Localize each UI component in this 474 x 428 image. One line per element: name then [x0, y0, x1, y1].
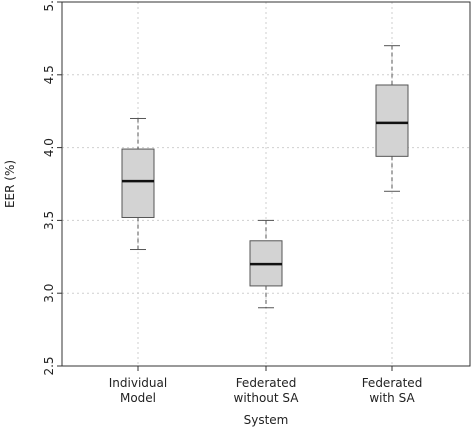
y-axis: 2.5 3.0 3.5 4.0 4.5 5.0 — [42, 0, 62, 376]
y-tick-label: 3.5 — [42, 211, 56, 230]
x-tick-label: Federated — [362, 376, 423, 390]
y-tick-label: 5.0 — [42, 0, 56, 12]
boxes — [121, 45, 409, 309]
y-tick-label: 4.5 — [42, 65, 56, 84]
y-axis-title: EER (%) — [3, 160, 17, 208]
box-group — [121, 117, 155, 251]
x-tick-label: Individual — [109, 376, 167, 390]
box-group — [249, 219, 283, 309]
box-group — [375, 45, 409, 192]
y-tick-label: 3.0 — [42, 284, 56, 303]
y-tick-label: 2.5 — [42, 356, 56, 375]
x-axis-title: System — [244, 413, 289, 427]
x-tick-label: Federated — [236, 376, 297, 390]
x-tick-label: Model — [120, 391, 156, 405]
y-tick-label: 4.0 — [42, 138, 56, 157]
x-tick-label: with SA — [369, 391, 415, 405]
iqr-box — [375, 84, 409, 157]
x-tick-label: without SA — [234, 391, 300, 405]
iqr-box — [121, 148, 155, 218]
